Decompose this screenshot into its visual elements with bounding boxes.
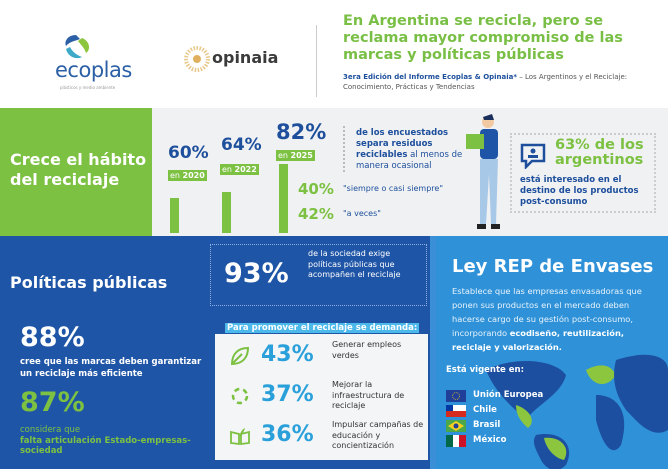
pct-88: 88% xyxy=(20,322,85,353)
pct-sometimes: 42% xyxy=(298,205,334,223)
tag-year: 2025 xyxy=(290,151,313,160)
header-divider xyxy=(316,25,317,97)
brazil-flag-icon xyxy=(446,420,466,432)
book-icon xyxy=(230,428,250,446)
subtitle-bold: 3era Edición del Informe Ecoplas & Opina… xyxy=(343,73,518,81)
country-mexico: México xyxy=(473,435,507,445)
bar-2022 xyxy=(222,191,231,233)
chile-flag-icon xyxy=(446,405,466,417)
demand-box: 43% Generar empleos verdes 37% Mejorar l… xyxy=(215,334,428,460)
opinaia-logo-icon xyxy=(184,46,210,72)
opinaia-logo: opinaia xyxy=(212,48,279,67)
ecoplas-tagline: plásticos y medio ambiente xyxy=(60,85,116,90)
desc-part: de los encuestados separa residuos xyxy=(356,128,449,149)
world-map xyxy=(486,354,668,469)
section-stripe xyxy=(430,236,436,469)
policies-heading: Políticas públicas xyxy=(10,273,168,292)
desc-bold: reciclables xyxy=(356,150,408,160)
chat-person-icon xyxy=(520,143,546,169)
pct-93: 93% xyxy=(224,258,289,289)
tag-year: 2022 xyxy=(234,165,257,174)
rep-body: Establece que las empresas envasadoras q… xyxy=(452,284,664,354)
demand-text: Impulsar campañas de educación y concien… xyxy=(332,420,424,450)
person-illustration xyxy=(466,114,500,229)
pct-87: 87% xyxy=(20,387,85,418)
mexico-flag-icon xyxy=(446,435,466,447)
demand-text: Mejorar la infraestructura de reciclaje xyxy=(332,380,405,410)
habit-band xyxy=(0,108,152,236)
demand-pct: 43% xyxy=(261,342,314,367)
text-93: de la sociedad exige políticas públicas … xyxy=(308,249,401,279)
leaf-icon xyxy=(230,346,250,366)
page-subtitle: 3era Edición del Informe Ecoplas & Opina… xyxy=(343,72,663,92)
demand-text: Generar empleos verdes xyxy=(332,340,402,360)
interest-box xyxy=(510,133,656,213)
tag-prefix: en xyxy=(170,171,180,180)
tag-2025: en 2025 xyxy=(276,150,315,161)
header xyxy=(0,0,668,108)
tag-prefix: en xyxy=(222,165,232,174)
subtitle-rest: – Los Argentinos y el Reciclaje: Conocim… xyxy=(343,73,628,91)
ecoplas-logo-icon xyxy=(65,35,90,59)
text-87-bold: falta articulación Estado-empresas-socie… xyxy=(20,435,191,457)
rep-section xyxy=(436,236,668,469)
text-88: cree que las marcas deben garantizar un … xyxy=(20,357,202,379)
bar-2025 xyxy=(279,163,288,233)
habit-heading: Crece el hábito del reciclaje xyxy=(10,150,147,189)
text-87-line: considera que xyxy=(20,425,81,435)
eu-flag-icon xyxy=(446,390,466,402)
tag-2022: en 2022 xyxy=(220,164,259,175)
rep-body-bold: ecodiseño, reutilización, reciclaje y va… xyxy=(452,328,625,352)
demand-label: Para promover el reciclaje se demanda: xyxy=(225,323,420,333)
country-chile: Chile xyxy=(473,405,497,415)
interest-description: está interesado en el destino de los pro… xyxy=(520,175,639,207)
pct-2025: 82% xyxy=(276,120,327,144)
desc-part: al menos de manera ocasional xyxy=(356,150,463,171)
country-eu: Unión Europea xyxy=(473,390,544,400)
label-always: "siempre o casi siempre" xyxy=(343,184,444,193)
tag-2020: en 2020 xyxy=(168,170,207,181)
page-title: En Argentina se recicla, pero se reclama… xyxy=(343,13,623,63)
demand-row: 37% Mejorar la infraestructura de recicl… xyxy=(215,376,428,416)
pct-always: 40% xyxy=(298,180,334,198)
bar-2020 xyxy=(170,198,179,233)
pct-2020: 60% xyxy=(168,143,209,163)
text-87: considera que falta articulación Estado-e… xyxy=(20,425,215,457)
pct-2022: 64% xyxy=(221,135,262,155)
ecoplas-logo: ecoplas xyxy=(55,58,132,82)
demand-pct: 36% xyxy=(261,422,314,447)
demand-pct: 37% xyxy=(261,382,314,407)
recycle-icon xyxy=(231,387,249,405)
demand-row: 43% Generar empleos verdes xyxy=(215,336,428,376)
survey-description: de los encuestados separa residuos recic… xyxy=(356,128,476,172)
dotted-divider xyxy=(343,126,345,172)
tag-prefix: en xyxy=(278,151,288,160)
rep-heading: Ley REP de Envases xyxy=(452,256,654,277)
interest-title: 63% de los argentinos xyxy=(555,137,644,168)
label-sometimes: "a veces" xyxy=(343,209,381,218)
vigente-label: Está vigente en: xyxy=(446,365,524,375)
demand-row: 36% Impulsar campañas de educación y con… xyxy=(215,416,428,456)
tag-year: 2020 xyxy=(182,171,205,180)
box-93 xyxy=(210,244,427,306)
rep-body-text: Establece que las empresas envasadoras q… xyxy=(452,286,642,338)
country-brazil: Brasil xyxy=(473,420,501,430)
